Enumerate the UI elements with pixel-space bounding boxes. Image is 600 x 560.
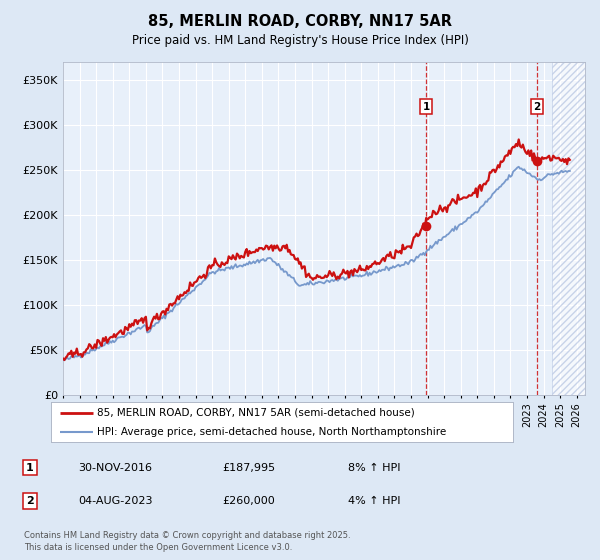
Text: 1: 1 [26, 463, 34, 473]
Text: HPI: Average price, semi-detached house, North Northamptonshire: HPI: Average price, semi-detached house,… [97, 427, 446, 437]
Text: 85, MERLIN ROAD, CORBY, NN17 5AR (semi-detached house): 85, MERLIN ROAD, CORBY, NN17 5AR (semi-d… [97, 408, 415, 418]
Text: 04-AUG-2023: 04-AUG-2023 [78, 496, 152, 506]
Text: 30-NOV-2016: 30-NOV-2016 [78, 463, 152, 473]
Text: 8% ↑ HPI: 8% ↑ HPI [348, 463, 401, 473]
Text: £260,000: £260,000 [222, 496, 275, 506]
Text: £187,995: £187,995 [222, 463, 275, 473]
Text: 85, MERLIN ROAD, CORBY, NN17 5AR: 85, MERLIN ROAD, CORBY, NN17 5AR [148, 14, 452, 29]
Text: 1: 1 [422, 101, 430, 111]
Text: 2: 2 [26, 496, 34, 506]
Text: Price paid vs. HM Land Registry's House Price Index (HPI): Price paid vs. HM Land Registry's House … [131, 34, 469, 46]
Bar [552, 62, 585, 395]
Text: 2: 2 [533, 101, 541, 111]
Text: 4% ↑ HPI: 4% ↑ HPI [348, 496, 401, 506]
Text: Contains HM Land Registry data © Crown copyright and database right 2025.
This d: Contains HM Land Registry data © Crown c… [24, 531, 350, 552]
